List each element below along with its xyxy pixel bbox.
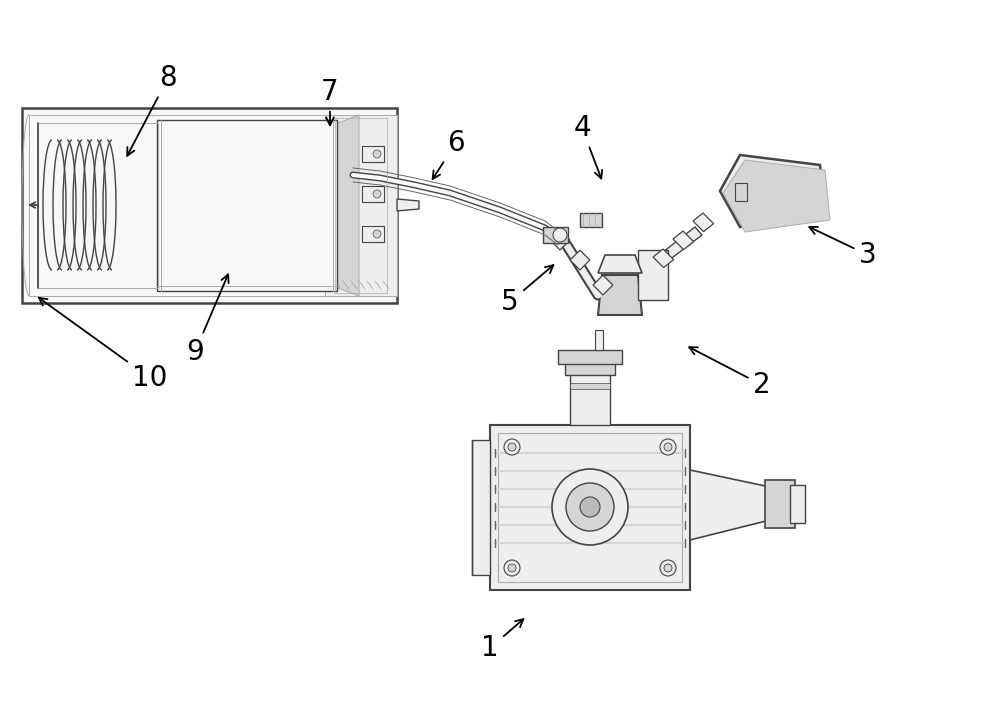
Bar <box>595 330 603 350</box>
Circle shape <box>552 469 628 545</box>
Bar <box>638 250 668 300</box>
Polygon shape <box>653 249 674 268</box>
Bar <box>325 115 397 296</box>
Circle shape <box>553 228 567 242</box>
Circle shape <box>664 443 672 451</box>
Circle shape <box>660 439 676 455</box>
Bar <box>22 108 397 303</box>
Polygon shape <box>690 470 770 540</box>
Text: 7: 7 <box>321 78 339 125</box>
Bar <box>558 350 622 364</box>
Circle shape <box>373 150 381 158</box>
Bar <box>38 123 158 288</box>
Circle shape <box>566 483 614 531</box>
Circle shape <box>580 497 600 517</box>
Bar <box>565 360 615 375</box>
Circle shape <box>373 230 381 238</box>
Bar <box>362 186 384 202</box>
Bar <box>490 425 690 590</box>
Bar <box>765 480 795 528</box>
Bar <box>29 115 390 296</box>
Polygon shape <box>598 255 642 273</box>
Text: 8: 8 <box>127 64 177 156</box>
Bar <box>570 383 610 389</box>
Bar <box>157 120 337 291</box>
Circle shape <box>504 439 520 455</box>
Text: 6: 6 <box>433 129 465 179</box>
Bar <box>735 183 747 201</box>
Polygon shape <box>720 155 825 227</box>
Circle shape <box>508 443 516 451</box>
Polygon shape <box>570 250 590 270</box>
Text: 3: 3 <box>809 227 877 269</box>
Polygon shape <box>673 231 694 250</box>
Bar <box>362 146 384 162</box>
Circle shape <box>664 564 672 572</box>
Bar <box>472 440 490 575</box>
Polygon shape <box>693 213 714 231</box>
Polygon shape <box>550 230 570 250</box>
Polygon shape <box>593 275 613 295</box>
Circle shape <box>508 564 516 572</box>
Text: 1: 1 <box>481 619 523 662</box>
Circle shape <box>660 560 676 576</box>
Bar <box>790 485 805 523</box>
Polygon shape <box>325 115 359 296</box>
Text: 10: 10 <box>39 298 168 392</box>
Bar <box>335 118 387 293</box>
Text: 5: 5 <box>501 265 553 316</box>
Circle shape <box>373 190 381 198</box>
Text: 2: 2 <box>689 347 771 399</box>
Polygon shape <box>640 227 702 277</box>
Bar <box>498 433 682 582</box>
Polygon shape <box>397 199 419 211</box>
Polygon shape <box>723 160 830 232</box>
Polygon shape <box>598 275 642 315</box>
Text: 4: 4 <box>573 114 602 179</box>
Bar <box>580 213 602 227</box>
Bar <box>362 226 384 242</box>
Circle shape <box>504 560 520 576</box>
Text: 9: 9 <box>186 274 229 366</box>
Bar <box>570 370 610 425</box>
Bar <box>543 227 568 243</box>
